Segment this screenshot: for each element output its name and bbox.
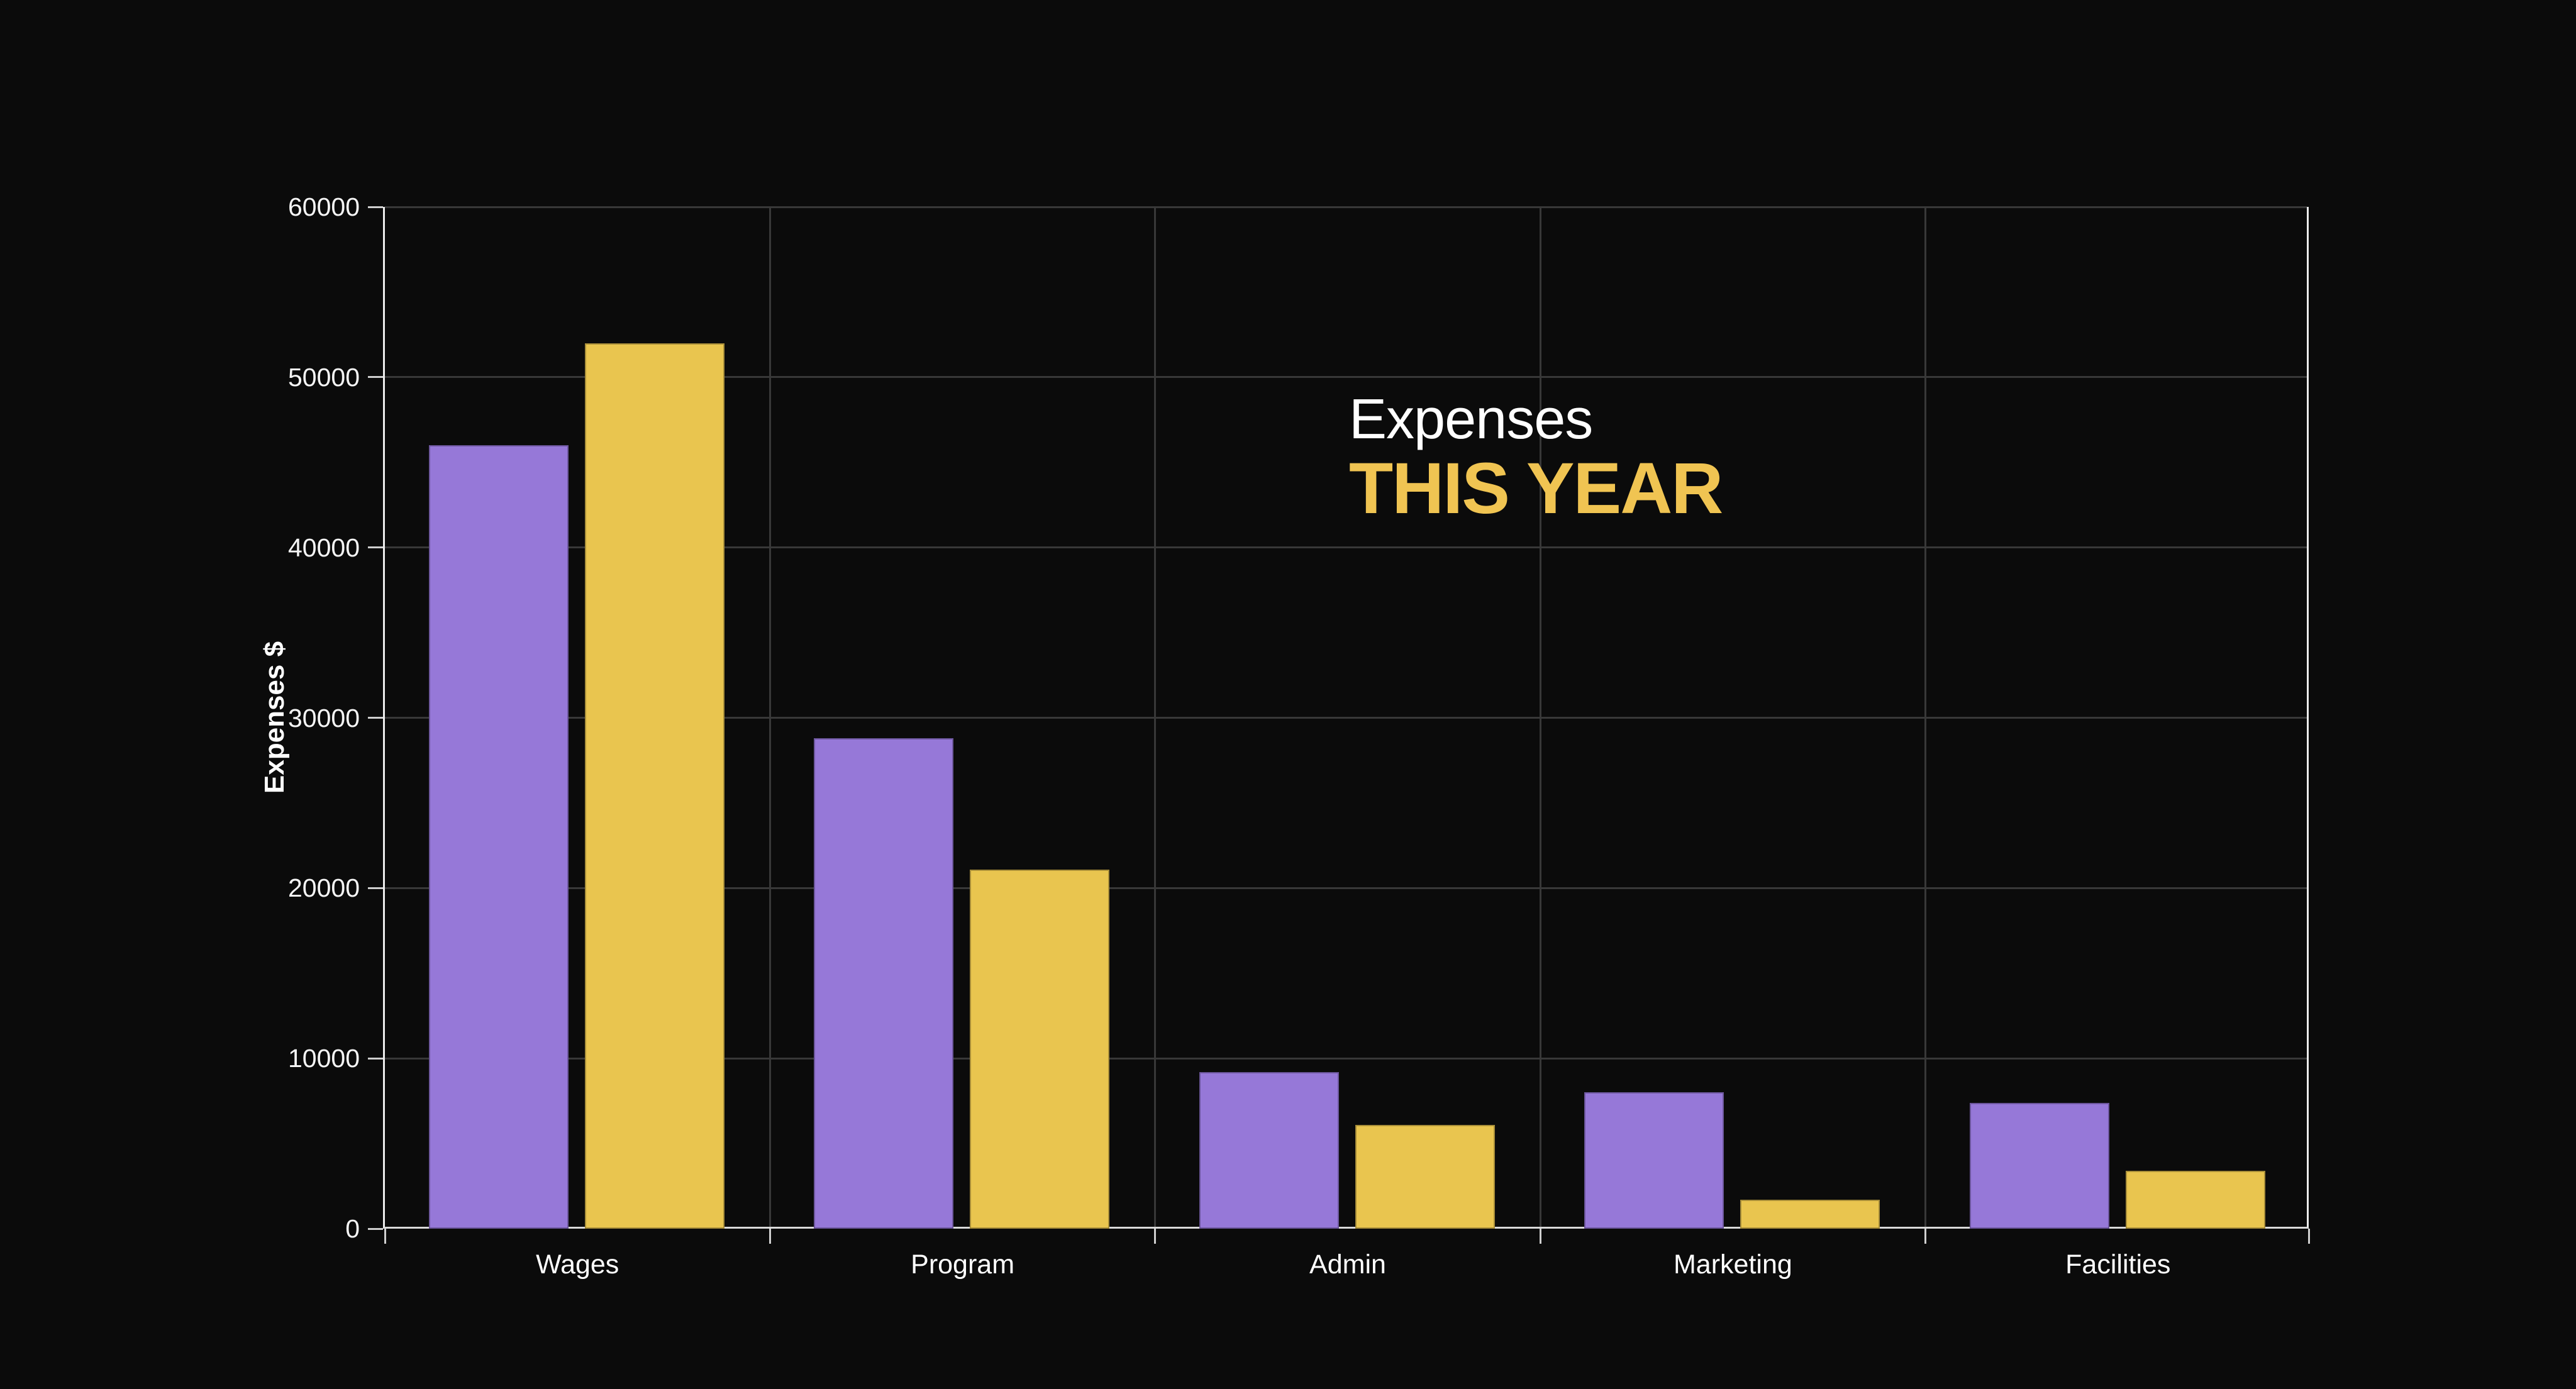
y-axis-tick — [368, 1057, 383, 1060]
x-axis-tick — [384, 1229, 386, 1244]
y-axis-tick-label: 20000 — [287, 873, 360, 903]
y-axis-tick-label: 60000 — [287, 192, 360, 221]
bar-program-series-1-purple — [814, 738, 954, 1229]
y-axis-tick — [368, 376, 383, 379]
horizontal-gridline — [385, 887, 2307, 889]
x-axis-tick — [1154, 1229, 1157, 1244]
vertical-gridline — [1154, 207, 1157, 1227]
x-axis-tick — [769, 1229, 771, 1244]
horizontal-gridline — [385, 1057, 2307, 1060]
x-axis-category-label: Program — [911, 1249, 1015, 1280]
vertical-gridline — [1539, 207, 1541, 1227]
horizontal-gridline — [385, 206, 2307, 208]
y-axis-tick-label: 30000 — [287, 703, 360, 733]
bar-marketing-series-2-gold — [1740, 1199, 1880, 1229]
bar-program-series-2-gold — [970, 869, 1110, 1229]
x-axis-category-label: Marketing — [1673, 1249, 1792, 1280]
x-axis-category-label: Facilities — [2065, 1249, 2171, 1280]
x-axis-category-label: Wages — [536, 1249, 619, 1280]
y-axis-tick — [368, 206, 383, 208]
vertical-gridline — [1924, 207, 1927, 1227]
x-axis-category-label: Admin — [1309, 1249, 1386, 1280]
horizontal-gridline — [385, 717, 2307, 719]
y-axis-tick — [368, 887, 383, 889]
bar-admin-series-1-purple — [1199, 1071, 1339, 1229]
chart-title: Expenses THIS YEAR — [1349, 388, 1723, 529]
y-axis-tick-label: 10000 — [287, 1044, 360, 1073]
plot-area: 0 10000 20000 30000 40000 50000 60000 Wages Prog… — [288, 194, 2310, 1278]
vertical-gridline — [769, 207, 771, 1227]
x-axis-tick — [1924, 1229, 1927, 1244]
horizontal-gridline — [385, 546, 2307, 549]
y-axis-tick — [368, 546, 383, 549]
y-axis-tick-label: 40000 — [287, 533, 360, 562]
chart-title-line1: Expenses — [1349, 388, 1593, 451]
y-axis-tick-label: 50000 — [287, 362, 360, 392]
horizontal-gridline — [385, 376, 2307, 379]
y-axis-tick — [368, 1227, 383, 1230]
x-axis-tick — [2307, 1229, 2310, 1244]
bar-marketing-series-1-purple — [1584, 1092, 1724, 1229]
y-axis-tick-label: 0 — [345, 1214, 360, 1243]
y-axis-tick — [368, 717, 383, 719]
x-axis-tick — [1539, 1229, 1541, 1244]
bar-facilities-series-1-purple — [1969, 1102, 2109, 1229]
bar-admin-series-2-gold — [1355, 1124, 1495, 1229]
bar-wages-series-2-gold — [585, 343, 724, 1229]
bar-wages-series-1-purple — [429, 445, 569, 1229]
chart-title-line2: THIS YEAR — [1349, 448, 1723, 529]
bar-facilities-series-2-gold — [2125, 1170, 2265, 1229]
